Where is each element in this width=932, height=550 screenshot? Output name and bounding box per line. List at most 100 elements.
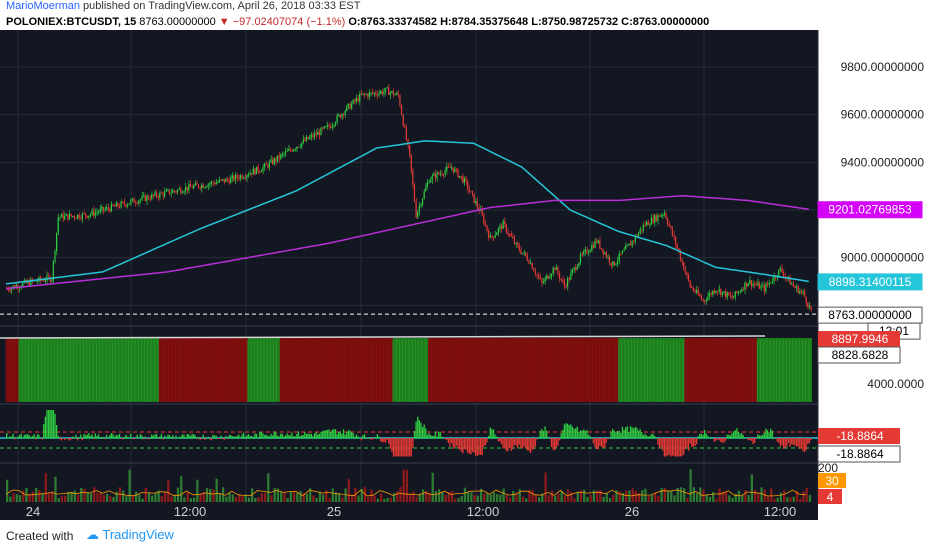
- oscillator-bar: [510, 438, 512, 451]
- oscillator-bar: [594, 438, 596, 448]
- candle-body: [321, 127, 324, 129]
- oscillator-bar: [481, 438, 483, 456]
- volume-bottom-bar: [628, 490, 631, 502]
- volume-axis-label: 4000.0000: [867, 377, 924, 391]
- price-chart[interactable]: 9800.00000000 9600.00000000 9400.00000000 9…: [0, 30, 932, 520]
- candle-body: [143, 195, 145, 197]
- candle-body: [691, 286, 693, 288]
- oscillator-bar: [62, 438, 64, 439]
- oscillator-bar: [802, 438, 804, 452]
- candle-body: [184, 186, 187, 192]
- candle-body: [67, 214, 69, 220]
- oscillator-bar: [537, 437, 540, 439]
- candle-body: [523, 252, 525, 254]
- oscillator-bar: [286, 433, 288, 439]
- oscillator-bar: [17, 436, 19, 439]
- oscillator-bar: [752, 438, 754, 445]
- oscillator-bar: [779, 438, 782, 447]
- volume-bottom-bar: [60, 495, 64, 502]
- candle-body: [188, 184, 190, 191]
- oscillator-bar: [734, 430, 736, 439]
- candle-body: [384, 88, 387, 92]
- candle-body: [84, 213, 87, 216]
- candle-body: [286, 150, 288, 152]
- candle-body: [452, 167, 454, 172]
- volume-bottom-bar: [518, 489, 521, 502]
- oscillator-bar: [513, 438, 516, 445]
- tradingview-logo[interactable]: ☁ TradingView: [86, 527, 174, 543]
- oscillator-bar: [521, 438, 524, 449]
- volume-bottom-bar: [650, 494, 654, 502]
- volume-bottom-bar: [199, 493, 202, 502]
- oscillator-bar: [568, 425, 570, 439]
- candle-body: [220, 179, 222, 181]
- candle-body: [575, 267, 577, 270]
- oscillator-bar: [763, 432, 765, 439]
- candle-body: [604, 252, 606, 254]
- oscillator-bar: [417, 416, 419, 439]
- candle-body: [729, 295, 731, 297]
- volume-bottom-bar: [160, 495, 164, 502]
- candle-body: [670, 225, 672, 229]
- oscillator-bar: [105, 434, 108, 439]
- candle-body: [762, 285, 764, 287]
- candle-body: [7, 288, 9, 290]
- candle-body: [750, 280, 752, 287]
- volume-bottom-bar: [476, 495, 479, 502]
- candle-body: [782, 272, 785, 277]
- oscillator-bar: [291, 432, 293, 439]
- candle-body: [710, 293, 712, 295]
- volume-bottom-bar: [283, 492, 286, 502]
- oscillator-bar: [175, 435, 177, 439]
- candle-body: [499, 225, 501, 229]
- candle-body: [349, 103, 351, 109]
- oscillator-bar: [226, 438, 229, 439]
- oscillator-bar: [33, 433, 35, 439]
- oscillator-bar: [268, 436, 271, 439]
- oscillator-bar: [792, 438, 794, 445]
- candle-body: [781, 267, 783, 273]
- oscillator-bar: [312, 436, 314, 439]
- candle-body: [60, 214, 63, 218]
- oscillator-bar: [808, 438, 811, 444]
- oscillator-bar: [753, 438, 756, 444]
- volume-bottom-bar: [309, 488, 312, 502]
- oscillator-bar: [60, 438, 63, 441]
- oscillator-bar: [517, 438, 519, 449]
- candle-body: [520, 250, 522, 254]
- oscillator-bar: [542, 431, 545, 439]
- volume-bottom-bar: [38, 490, 41, 502]
- oscillator-bar: [755, 438, 757, 440]
- publish-info: MarioMoerman published on TradingView.co…: [6, 0, 360, 12]
- candle-body: [326, 125, 328, 127]
- oscillator-bar: [441, 436, 443, 439]
- author-link[interactable]: MarioMoerman: [6, 0, 80, 12]
- volume-bottom-bar: [341, 497, 344, 502]
- candle-body: [628, 243, 630, 246]
- candle-body: [792, 283, 794, 287]
- oscillator-bar: [134, 438, 137, 439]
- volume-bottom-bar: [454, 498, 457, 502]
- oscillator-bar: [318, 433, 321, 439]
- volume-bottom-bar: [196, 479, 199, 502]
- oscillator-bar: [220, 435, 222, 439]
- oscillator-bar: [470, 438, 472, 455]
- candle-body: [629, 243, 632, 246]
- volume-bottom-bar: [215, 478, 218, 502]
- time-axis-label: 12:00: [467, 504, 500, 519]
- oscillator-bar: [228, 435, 230, 439]
- oscillator-bar: [558, 438, 561, 441]
- oscillator-bar: [252, 436, 254, 439]
- time-axis-label: 25: [327, 504, 341, 519]
- candle-body: [616, 260, 619, 264]
- candle-body: [683, 262, 685, 270]
- oscillator-bar: [663, 438, 666, 457]
- candle-body: [755, 284, 757, 286]
- oscillator-bar: [38, 434, 40, 439]
- candle-body: [363, 93, 366, 95]
- candle-body: [218, 179, 220, 182]
- candle-body: [550, 274, 553, 277]
- candle-body: [546, 275, 548, 279]
- volume-bottom-bar: [22, 490, 25, 502]
- candle-body: [634, 235, 636, 241]
